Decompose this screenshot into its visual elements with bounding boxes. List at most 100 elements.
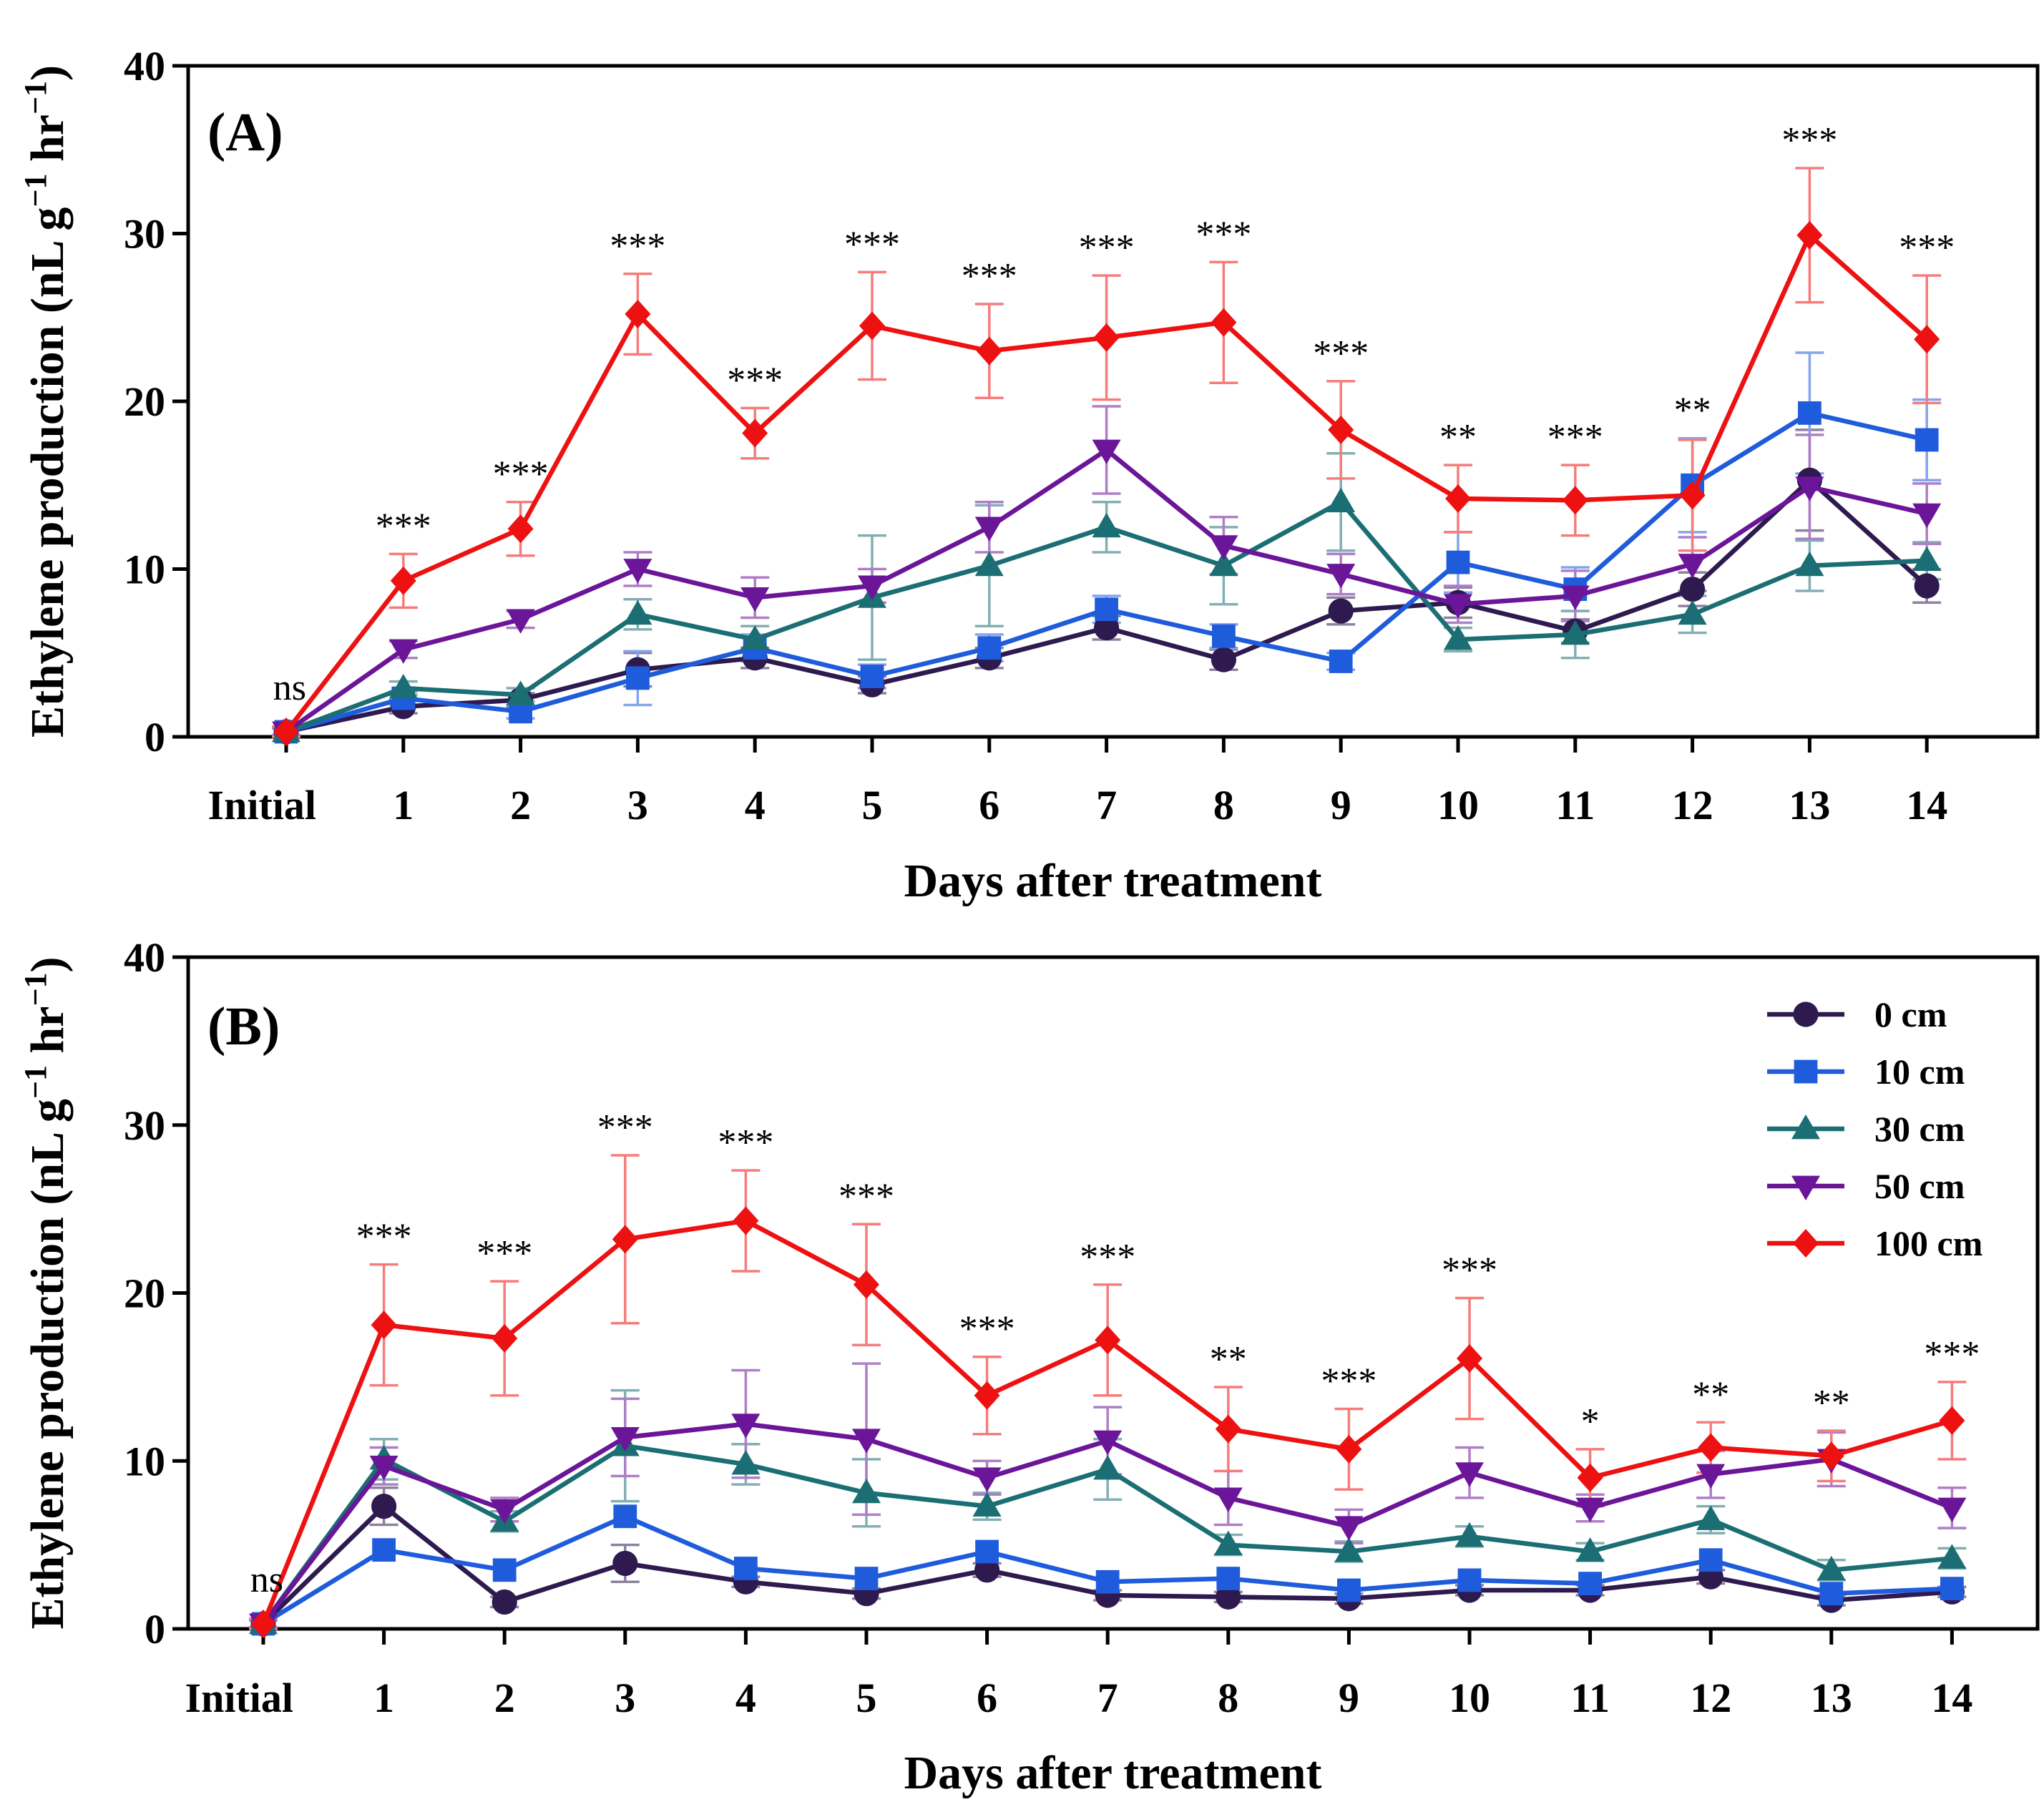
data-point: [1560, 585, 1590, 611]
significance-label: ***: [1547, 417, 1603, 458]
data-point: [1818, 1441, 1844, 1471]
data-point: [1939, 1406, 1965, 1435]
data-point: [1334, 1516, 1364, 1541]
data-point: [733, 1206, 759, 1235]
data-point: [1912, 503, 1942, 529]
significance-label: ns: [250, 1559, 283, 1600]
data-point: [1216, 1567, 1241, 1590]
data-point: [974, 516, 1004, 542]
data-point: [1796, 220, 1823, 250]
y-axis-title-part: Ethylene production (nL g: [21, 207, 74, 738]
y-axis-title-part: Ethylene production (nL g: [21, 1099, 74, 1629]
data-point: [1446, 550, 1470, 574]
x-axis-title: Days after treatment: [904, 1747, 1321, 1799]
x-tick-label: 1: [393, 782, 414, 828]
data-point: [1337, 1578, 1361, 1602]
data-point: [731, 1414, 761, 1439]
data-point: [612, 1550, 638, 1577]
x-tick-label: 5: [862, 782, 883, 828]
data-point: [1577, 1463, 1603, 1492]
y-axis-title-part: hr: [21, 1007, 74, 1066]
data-point: [1680, 577, 1706, 602]
significance-label: ***: [1313, 333, 1369, 374]
data-point: [1679, 481, 1706, 510]
x-tick-label: 4: [735, 1675, 756, 1721]
y-tick-label: 30: [124, 211, 165, 258]
legend-label: 0 cm: [1874, 994, 1947, 1034]
data-point: [371, 1494, 397, 1519]
data-point: [1092, 512, 1121, 538]
y-axis-title-part: ): [21, 956, 74, 972]
significance-label: **: [1813, 1383, 1850, 1424]
series-100-cm: [250, 1206, 1965, 1638]
x-tick-label: 10: [1437, 782, 1479, 828]
data-point: [1444, 625, 1472, 650]
x-tick-label: 8: [1213, 782, 1234, 828]
x-tick-label: 9: [1331, 782, 1351, 828]
data-point: [734, 1557, 758, 1580]
data-point: [854, 1567, 879, 1590]
y-axis-title: Ethylene production (nL g−1 hr−1): [18, 65, 74, 738]
x-axis-title: Days after treatment: [904, 855, 1321, 907]
significance-label: **: [1692, 1374, 1729, 1415]
legend-item: 30 cm: [1767, 1109, 1965, 1149]
data-point: [740, 587, 770, 612]
significance-label: ***: [959, 1309, 1015, 1350]
y-tick-label: 40: [124, 43, 165, 89]
data-point: [371, 1311, 397, 1340]
data-point: [1575, 1497, 1605, 1522]
legend-label: 10 cm: [1874, 1052, 1965, 1092]
data-point: [972, 1492, 1002, 1517]
data-point: [1940, 1577, 1964, 1601]
data-point: [1212, 624, 1236, 648]
data-point: [742, 418, 768, 448]
y-tick-label: 20: [124, 1270, 165, 1317]
data-point: [974, 551, 1004, 577]
data-point: [1094, 614, 1120, 641]
data-point: [731, 1449, 761, 1475]
data-point: [1819, 1582, 1844, 1606]
x-tick-label: 6: [977, 1675, 997, 1721]
x-tick-label: 13: [1789, 782, 1830, 828]
legend-marker: [1791, 1175, 1820, 1200]
data-point: [1696, 1505, 1726, 1530]
x-tick-label: 3: [627, 782, 648, 828]
data-point: [492, 1558, 517, 1582]
data-point: [1328, 598, 1354, 624]
series-30-cm: [272, 487, 1942, 743]
data-point: [506, 609, 535, 634]
data-point: [1937, 1497, 1967, 1522]
data-point: [977, 636, 1002, 660]
legend-item: 10 cm: [1767, 1052, 1965, 1092]
x-tick-label: 6: [979, 782, 999, 828]
legend-item: 100 cm: [1767, 1223, 1982, 1263]
significance-label: ns: [273, 667, 306, 708]
legend-item: 50 cm: [1767, 1166, 1965, 1206]
significance-label: **: [1439, 417, 1477, 458]
data-point: [1578, 1572, 1602, 1596]
x-tick-label: 2: [494, 1675, 515, 1721]
significance-label: **: [1210, 1339, 1247, 1380]
data-point: [1457, 1344, 1482, 1373]
significance-label: ***: [1781, 120, 1837, 161]
plot-frame: [186, 955, 2040, 1631]
y-tick-label: 40: [124, 934, 165, 981]
data-point: [507, 514, 534, 544]
x-tick-label: 13: [1811, 1675, 1852, 1721]
data-point: [1678, 554, 1707, 579]
y-tick-label: 10: [124, 547, 165, 593]
data-point: [1095, 597, 1118, 622]
y-axis-title-part: −1: [18, 972, 53, 1006]
x-tick-label: 11: [1555, 782, 1595, 828]
data-point: [858, 575, 886, 600]
data-point: [250, 1609, 276, 1638]
data-point: [1445, 484, 1471, 514]
data-point: [1211, 647, 1236, 672]
significance-label: ***: [844, 224, 900, 265]
legend-label: 100 cm: [1874, 1223, 1982, 1263]
data-point: [974, 1381, 1000, 1410]
data-point: [1914, 573, 1940, 599]
data-point: [1216, 1584, 1241, 1610]
